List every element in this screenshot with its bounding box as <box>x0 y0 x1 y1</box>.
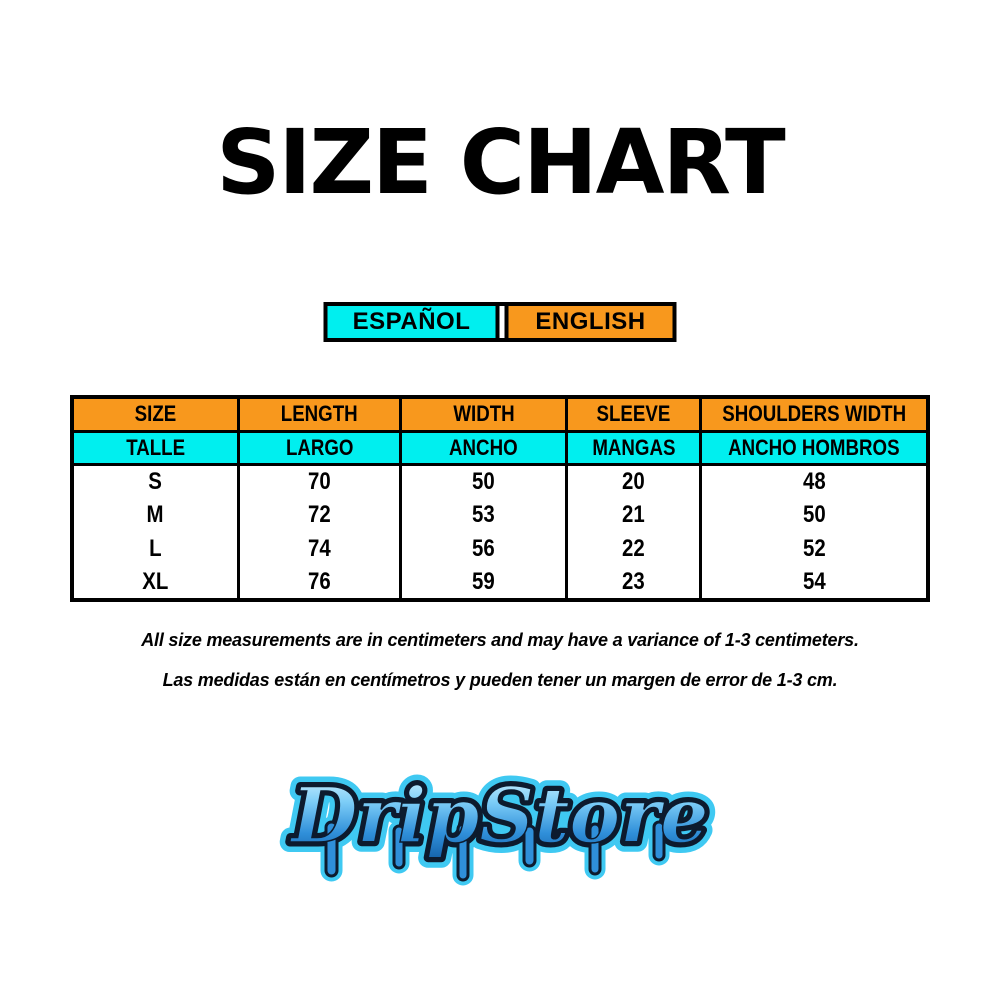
cell-value: 56 <box>472 535 496 562</box>
header-label: SIZE <box>134 401 177 427</box>
header-cell-ancho-hombros: ANCHO HOMBROS <box>698 431 928 466</box>
cell-value: 74 <box>308 535 331 562</box>
language-toggle-divider <box>499 306 505 338</box>
cell-value: 52 <box>802 535 826 562</box>
cell-value: 54 <box>802 568 826 595</box>
cell-value: S <box>148 467 163 495</box>
table-cell: 74 <box>236 532 401 566</box>
logo-text-fill: DripStore <box>289 771 708 860</box>
espanol-button[interactable]: ESPAÑOL <box>327 306 500 338</box>
header-cell-ancho: ANCHO <box>399 431 567 466</box>
header-label: MANGAS <box>591 434 676 460</box>
header-label: ANCHO <box>449 434 518 460</box>
table-cell: 21 <box>565 498 701 532</box>
logo-text-outline: DripStore <box>289 771 708 860</box>
cell-value: 70 <box>308 467 331 495</box>
cell-value: M <box>146 501 164 528</box>
logo-drips-layer <box>324 820 666 882</box>
table-row-xl: XL 76 59 23 54 <box>72 566 928 600</box>
table-cell: 52 <box>698 532 928 566</box>
header-label: ANCHO HOMBROS <box>728 434 900 460</box>
cell-value: 72 <box>308 501 331 528</box>
table-cell: M <box>72 498 239 532</box>
logo-drip <box>588 822 602 876</box>
page-title: SIZE CHART <box>216 110 785 214</box>
cell-value: L <box>149 535 162 562</box>
cell-value: XL <box>142 568 169 595</box>
cell-value: 48 <box>802 467 826 495</box>
size-table: SIZE LENGTH WIDTH SLEEVE SHOULDERS WIDTH… <box>70 395 930 602</box>
table-cell: L <box>72 532 239 566</box>
header-cell-shoulders: SHOULDERS WIDTH <box>698 397 928 433</box>
header-cell-mangas: MANGAS <box>565 431 701 466</box>
logo-text-glow: DripStore <box>289 771 708 860</box>
english-button[interactable]: ENGLISH <box>504 306 673 338</box>
table-cell: 20 <box>565 464 701 498</box>
header-cell-sleeve: SLEEVE <box>565 397 701 433</box>
table-header-row-english: SIZE LENGTH WIDTH SLEEVE SHOULDERS WIDTH <box>72 397 928 433</box>
cell-value: 59 <box>472 568 496 595</box>
table-cell: 72 <box>236 498 401 532</box>
dripstore-logo: DripStore DripStore DripStore <box>279 761 719 886</box>
header-label: SHOULDERS WIDTH <box>721 401 906 427</box>
header-label: WIDTH <box>453 401 515 427</box>
measurement-note-english: All size measurements are in centimeters… <box>141 630 859 650</box>
header-cell-length: LENGTH <box>236 397 401 433</box>
cell-value: 50 <box>472 467 496 495</box>
cell-value: 22 <box>622 535 645 562</box>
cell-value: 21 <box>622 501 645 528</box>
logo-drip <box>456 822 470 882</box>
table-header-row-spanish: TALLE LARGO ANCHO MANGAS ANCHO HOMBROS <box>72 431 928 466</box>
header-cell-talle: TALLE <box>72 431 239 466</box>
table-cell: XL <box>72 566 239 600</box>
table-cell: 76 <box>236 566 401 600</box>
table-cell: 23 <box>565 566 701 600</box>
measurement-note-spanish: Las medidas están en centímetros y puede… <box>162 670 838 690</box>
cell-value: 20 <box>622 467 645 495</box>
table-row-s: S 70 50 20 48 <box>72 464 928 498</box>
logo-drip <box>522 824 537 868</box>
table-cell: 56 <box>399 532 567 566</box>
logo-drip <box>652 820 666 862</box>
logo-drip <box>392 824 406 870</box>
header-label: LARGO <box>285 434 354 460</box>
logo-drip <box>324 820 339 878</box>
table-cell: 54 <box>698 566 928 600</box>
cell-value: 50 <box>802 501 826 528</box>
table-cell: 50 <box>399 464 567 498</box>
table-cell: 70 <box>236 464 401 498</box>
cell-value: 23 <box>622 568 645 595</box>
header-cell-size: SIZE <box>72 397 239 433</box>
table-cell: 50 <box>698 498 928 532</box>
language-toggle: ESPAÑOL ENGLISH <box>323 302 677 342</box>
table-cell: 59 <box>399 566 567 600</box>
header-cell-largo: LARGO <box>236 431 401 466</box>
table-cell: S <box>72 464 239 498</box>
cell-value: 76 <box>308 568 331 595</box>
table-cell: 53 <box>399 498 567 532</box>
table-cell: 22 <box>565 532 701 566</box>
table-cell: 48 <box>698 464 928 498</box>
header-label: LENGTH <box>280 401 358 427</box>
table-row-m: M 72 53 21 50 <box>72 498 928 532</box>
header-label: TALLE <box>125 434 185 460</box>
header-cell-width: WIDTH <box>399 397 567 433</box>
cell-value: 53 <box>472 501 496 528</box>
table-row-l: L 74 56 22 52 <box>72 532 928 566</box>
header-label: SLEEVE <box>596 401 671 427</box>
